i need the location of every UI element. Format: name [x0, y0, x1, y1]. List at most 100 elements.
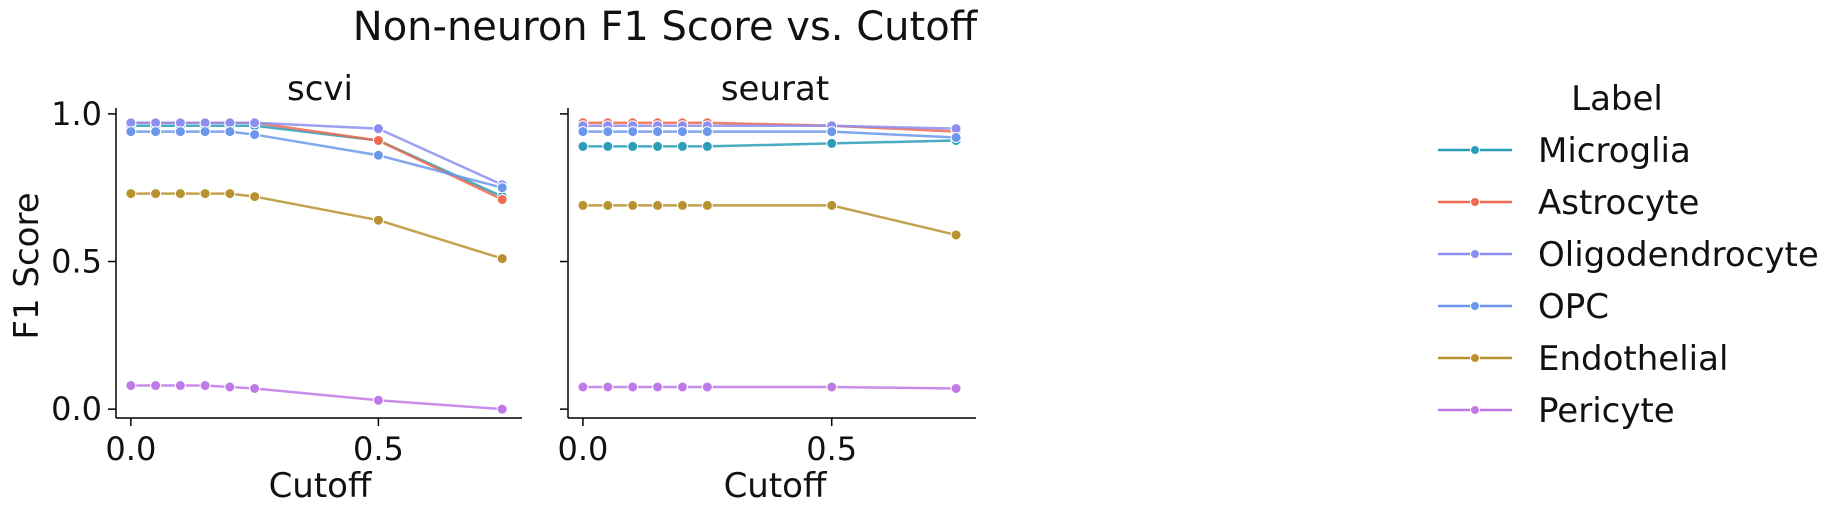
series-line-pericyte — [130, 384, 503, 411]
legend-marker-microglia — [1470, 145, 1480, 155]
series-opc — [125, 126, 508, 194]
legend-marker-pericyte — [1470, 405, 1480, 415]
series-opc — [577, 126, 962, 144]
data-point-microglia — [627, 140, 639, 152]
panel-seurat: 0.0 0.5 — [557, 108, 976, 468]
data-point-microglia — [676, 140, 688, 152]
data-point-pericyte — [950, 382, 962, 394]
legend-item-opc: OPC — [1438, 287, 1609, 327]
data-point-pericyte — [826, 381, 838, 393]
data-point-endothelial — [372, 214, 384, 226]
data-point-opc — [577, 126, 589, 138]
y-tick-label: 0.0 — [51, 390, 102, 428]
series-endothelial — [577, 199, 962, 241]
data-point-pericyte — [150, 380, 162, 392]
data-point-endothelial — [125, 188, 137, 200]
data-point-opc — [150, 126, 162, 138]
legend-label-endothelial: Endothelial — [1538, 339, 1728, 379]
legend-marker-opc — [1470, 301, 1480, 311]
data-point-oligodendrocyte — [372, 123, 384, 135]
data-point-opc — [627, 126, 639, 138]
series-endothelial — [125, 188, 508, 265]
data-point-opc — [224, 126, 236, 138]
data-point-microglia — [826, 137, 838, 149]
data-point-pericyte — [652, 381, 664, 393]
legend-label-pericyte: Pericyte — [1538, 391, 1675, 431]
data-point-microglia — [701, 140, 713, 152]
legend-item-pericyte: Pericyte — [1438, 391, 1675, 431]
series-line-endothelial — [582, 204, 957, 237]
series-pericyte — [577, 381, 962, 394]
data-point-astrocyte — [372, 134, 384, 146]
data-point-microglia — [577, 140, 589, 152]
panel-title-scvi: scvi — [287, 69, 353, 109]
data-point-endothelial — [627, 199, 639, 211]
x-tick-label: 0.5 — [353, 430, 404, 468]
data-point-microglia — [602, 140, 614, 152]
series-line-endothelial — [130, 192, 503, 260]
data-point-opc — [701, 126, 713, 138]
data-point-pericyte — [496, 403, 508, 415]
data-point-astrocyte — [496, 194, 508, 206]
series-pericyte — [125, 380, 508, 415]
data-point-opc — [602, 126, 614, 138]
x-axis-label-seurat: Cutoff — [724, 466, 828, 506]
legend-label-opc: OPC — [1538, 287, 1609, 327]
legend-label-microglia: Microglia — [1538, 131, 1691, 171]
data-point-endothelial — [496, 253, 508, 265]
chart-title: Non-neuron F1 Score vs. Cutoff — [353, 4, 979, 50]
series-line-oligodendrocyte — [582, 124, 957, 130]
legend-item-astrocyte: Astrocyte — [1438, 183, 1699, 223]
y-tick-label: 1.0 — [51, 95, 102, 133]
legend-item-oligodendrocyte: Oligodendrocyte — [1438, 235, 1819, 275]
legend-marker-endothelial — [1470, 353, 1480, 363]
data-point-opc — [496, 182, 508, 194]
data-point-endothelial — [199, 188, 211, 200]
data-point-opc — [372, 149, 384, 161]
y-axis-label: F1 Score — [7, 192, 47, 339]
data-point-endothelial — [701, 199, 713, 211]
series-line-microglia — [582, 139, 957, 148]
series-oligodendrocyte — [125, 117, 508, 191]
data-point-pericyte — [701, 381, 713, 393]
legend-marker-oligodendrocyte — [1470, 249, 1480, 259]
data-point-opc — [174, 126, 186, 138]
legend-marker-astrocyte — [1470, 197, 1480, 207]
data-point-endothelial — [950, 229, 962, 241]
data-point-pericyte — [627, 381, 639, 393]
data-point-endothelial — [826, 199, 838, 211]
data-point-opc — [652, 126, 664, 138]
data-point-pericyte — [199, 380, 211, 392]
x-axis-label-scvi: Cutoff — [269, 466, 373, 506]
data-point-endothelial — [676, 199, 688, 211]
legend-label-astrocyte: Astrocyte — [1538, 183, 1699, 223]
data-point-pericyte — [602, 381, 614, 393]
data-point-opc — [125, 126, 137, 138]
data-point-pericyte — [224, 381, 236, 393]
series-line-microglia — [130, 124, 503, 198]
legend-label-oligodendrocyte: Oligodendrocyte — [1538, 235, 1819, 275]
series-line-opc — [582, 130, 957, 139]
data-point-opc — [199, 126, 211, 138]
data-point-pericyte — [577, 381, 589, 393]
data-point-opc — [676, 126, 688, 138]
data-point-endothelial — [249, 191, 261, 203]
data-point-endothelial — [652, 199, 664, 211]
data-point-pericyte — [249, 382, 261, 394]
legend: Label Microglia Astrocyte Oligodendrocyte O… — [1438, 79, 1819, 431]
data-point-opc — [826, 126, 838, 138]
data-point-pericyte — [174, 380, 186, 392]
x-tick-label: 0.5 — [806, 430, 857, 468]
data-point-endothelial — [224, 188, 236, 200]
data-point-pericyte — [372, 394, 384, 406]
legend-item-endothelial: Endothelial — [1438, 339, 1728, 379]
data-point-pericyte — [125, 380, 137, 392]
data-point-endothelial — [174, 188, 186, 200]
data-point-opc — [950, 132, 962, 144]
data-point-endothelial — [577, 199, 589, 211]
x-tick-label: 0.0 — [105, 430, 156, 468]
series-line-pericyte — [582, 385, 957, 390]
data-point-microglia — [652, 140, 664, 152]
